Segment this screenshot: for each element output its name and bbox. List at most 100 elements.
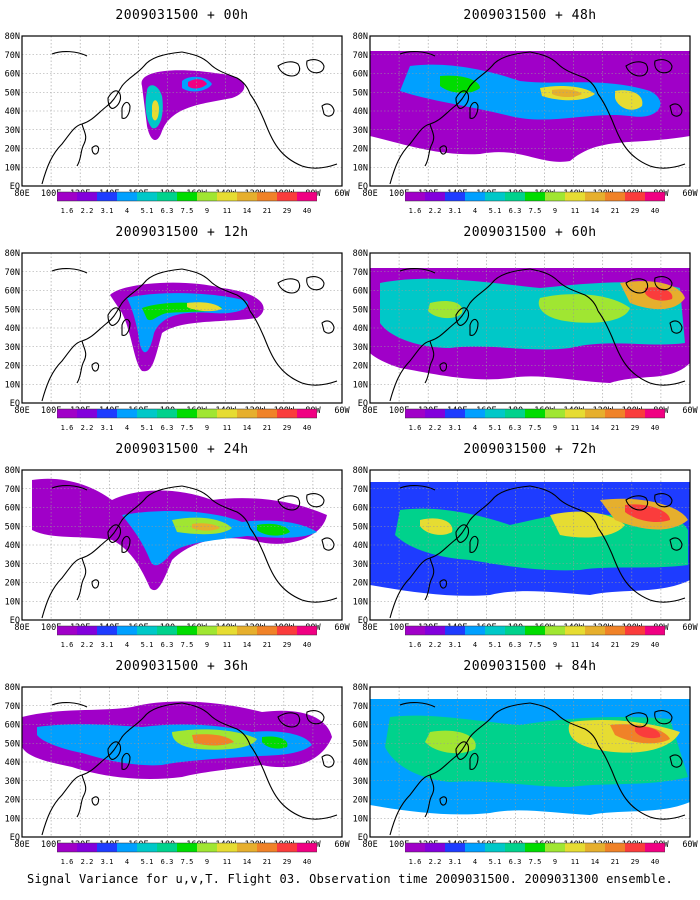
map-frame	[369, 686, 691, 838]
colorbar-swatch	[425, 409, 445, 418]
lat-label: 70N	[5, 268, 20, 278]
colorbar-level-label: 3.1	[101, 424, 114, 432]
coastline	[249, 527, 338, 603]
lon-label: 60W	[682, 623, 698, 633]
coastline	[389, 702, 531, 836]
map-panel-12h: 2009031500 + 12h 80N 70N 60N 50N 40N 30N 20N 10…	[5, 225, 351, 435]
coastline	[669, 537, 683, 551]
lat-label: 50N	[5, 522, 20, 532]
coastline	[597, 93, 686, 169]
colorbar-level-label: 40	[651, 424, 659, 432]
lat-label: 60N	[353, 504, 368, 514]
colorbar-swatch	[277, 192, 297, 201]
colorbar-level-label: 21	[263, 207, 271, 215]
variance-shading	[141, 70, 245, 141]
lat-label: EQ	[358, 182, 368, 192]
coastline	[181, 268, 251, 312]
colorbar-swatch	[137, 409, 157, 418]
colorbar-level-label: 1.6	[61, 207, 74, 215]
colorbar-level-label: 29	[283, 641, 291, 649]
lat-label: 20N	[5, 796, 20, 806]
colorbar-level-label: 21	[611, 641, 619, 649]
coastline	[306, 493, 325, 508]
colorbar-level-label: 14	[591, 424, 599, 432]
colorbar: 1.6 2.2 3.1 4 5.1 6.3 7.5 9 11 14 21 29 40	[57, 408, 317, 432]
coastline	[51, 51, 88, 57]
colorbar-frame	[57, 408, 317, 419]
coastline	[181, 51, 251, 95]
colorbar-level-label: 21	[263, 858, 271, 866]
colorbar-swatch	[585, 843, 605, 852]
colorbar-level-label: 6.3	[161, 641, 174, 649]
colorbar-level-label: 2.2	[81, 641, 94, 649]
lat-label: 70N	[5, 702, 20, 712]
colorbar-swatch	[545, 192, 565, 201]
coastline	[654, 59, 673, 74]
coastline	[469, 318, 479, 336]
lat-label: 70N	[353, 485, 368, 495]
coastline	[389, 51, 531, 185]
lon-label: 100E	[41, 189, 61, 199]
colorbar-swatch	[277, 409, 297, 418]
colorbar-level-label: 40	[651, 641, 659, 649]
coastline	[389, 485, 531, 619]
coastline	[455, 307, 470, 326]
map-panel-48h: 2009031500 + 48h 80N 70N 60N 50N 40N 30N 20N 10…	[353, 8, 699, 218]
coastline	[625, 278, 649, 294]
panel-title: 2009031500 + 24h	[115, 442, 249, 457]
colorbar-level-label: 1.6	[61, 424, 74, 432]
colorbar-level-label: 11	[571, 207, 579, 215]
lat-label: 80N	[353, 683, 368, 693]
colorbar-level-label: 3.1	[449, 424, 462, 432]
variance-shading	[262, 736, 288, 749]
colorbar-swatch	[257, 409, 277, 418]
lat-label: 60N	[5, 504, 20, 514]
colorbar-swatch	[425, 626, 445, 635]
figure-caption: Signal Variance for u,v,T. Flight 03. Ob…	[27, 872, 673, 886]
colorbar-level-label: 2.2	[81, 207, 94, 215]
coastline	[91, 579, 100, 589]
lat-label: 40N	[353, 107, 368, 117]
map-panel-84h: 2009031500 + 84h 80N 70N 60N 50N 40N 30N 20N 10…	[353, 659, 699, 869]
map-panel-00h: 2009031500 + 00h 80N 70N 60N 50N 40N 30N 20N 10…	[5, 8, 351, 218]
map-frame	[369, 469, 691, 621]
colorbar-level-label: 1.6	[61, 858, 74, 866]
colorbar-level-label: 6.3	[509, 858, 522, 866]
coastline	[654, 493, 673, 508]
colorbar-swatch	[485, 626, 505, 635]
colorbar-level-label: 6.3	[161, 207, 174, 215]
variance-shading	[192, 734, 234, 746]
coastline	[455, 524, 470, 543]
coastline	[249, 93, 338, 169]
colorbar-swatch	[177, 409, 197, 418]
lon-label: 80E	[14, 189, 29, 199]
coastline	[625, 495, 649, 511]
colorbar-swatch	[545, 843, 565, 852]
colorbar-swatch	[97, 843, 117, 852]
colorbar-level-label: 21	[263, 641, 271, 649]
lat-label: 10N	[5, 380, 20, 390]
lat-label: 70N	[5, 485, 20, 495]
lat-label: EQ	[10, 399, 20, 409]
lat-label: 50N	[353, 739, 368, 749]
colorbar-level-label: 9	[553, 641, 557, 649]
lat-label: 40N	[353, 324, 368, 334]
colorbar-swatch	[585, 409, 605, 418]
lat-label: 80N	[5, 249, 20, 259]
colorbar: 1.6 2.2 3.1 4 5.1 6.3 7.5 9 11 14 21 29 40	[57, 191, 317, 215]
lat-label: 10N	[5, 163, 20, 173]
lat-label: 40N	[5, 107, 20, 117]
colorbar-level-label: 40	[303, 207, 311, 215]
colorbar-swatch	[445, 192, 465, 201]
colorbar-swatch	[97, 409, 117, 418]
coastline	[529, 485, 599, 529]
colorbar-swatch	[77, 843, 97, 852]
colorbar-level-label: 9	[205, 858, 209, 866]
colorbar-swatch	[425, 192, 445, 201]
coastline	[107, 524, 122, 543]
colorbar-swatch	[137, 192, 157, 201]
colorbar-swatch	[505, 192, 525, 201]
colorbar-swatch	[445, 626, 465, 635]
lat-label: 50N	[5, 88, 20, 98]
colorbar-level-label: 7.5	[529, 858, 542, 866]
